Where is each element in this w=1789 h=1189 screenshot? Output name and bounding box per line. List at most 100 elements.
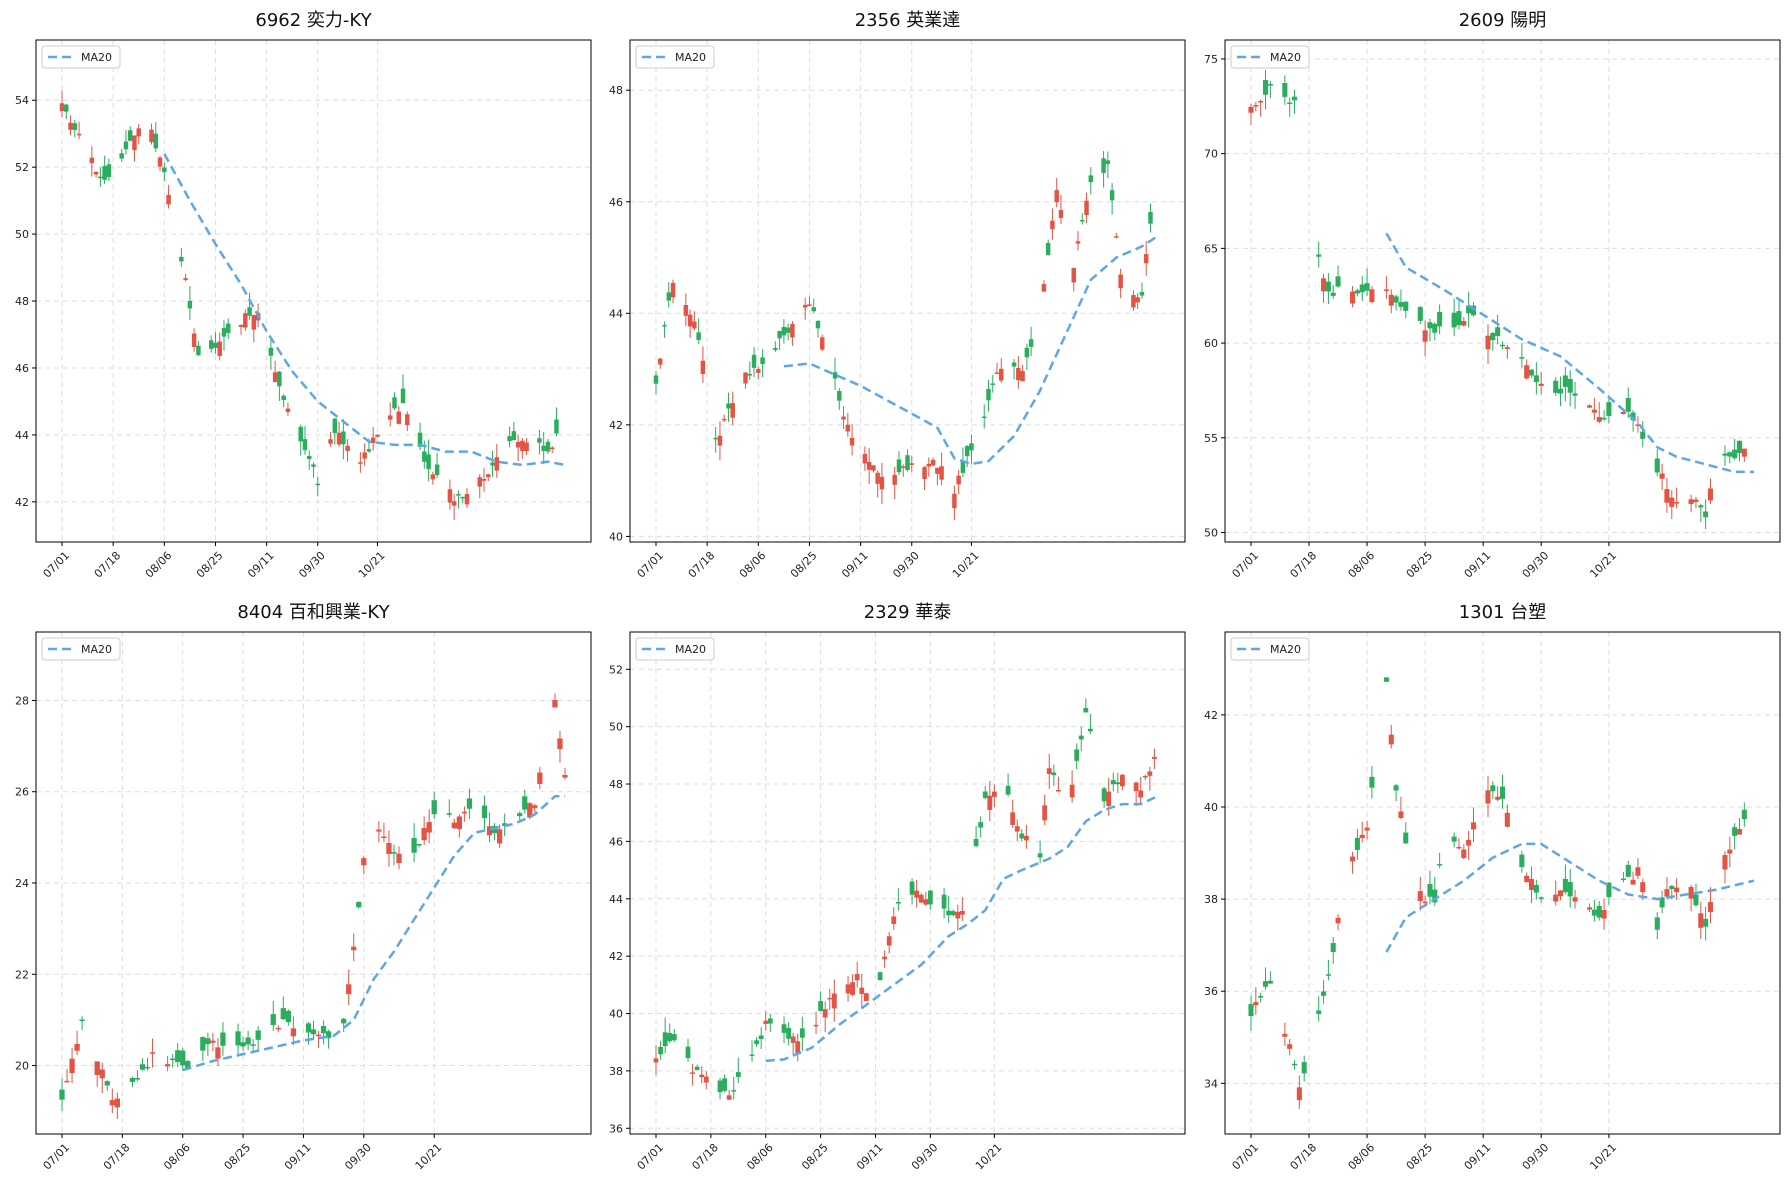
candle-body — [862, 453, 868, 464]
candle-body — [270, 1014, 276, 1026]
panel-title: 2329 華泰 — [864, 602, 952, 623]
y-tick-label: 55 — [1204, 432, 1218, 445]
plot-frame — [629, 631, 1186, 1135]
candle-body — [658, 1046, 663, 1055]
legend-label: MA20 — [675, 51, 706, 64]
ma20-line — [783, 234, 1160, 466]
candle-body — [311, 464, 316, 467]
candle-body — [405, 414, 410, 426]
candle-body — [119, 153, 124, 159]
candle-body — [285, 408, 291, 412]
candle-body — [255, 1030, 261, 1040]
candle-body — [930, 459, 936, 466]
x-tick-label: 09/11 — [245, 549, 277, 581]
candle-body — [1707, 488, 1714, 501]
candle-body — [486, 474, 491, 478]
candle-body — [1562, 375, 1568, 387]
candle-body — [683, 304, 689, 316]
candle-body — [1693, 499, 1699, 502]
candle-body — [1359, 834, 1365, 839]
x-tick-label: 07/01 — [41, 1141, 73, 1173]
candle-body — [554, 419, 559, 434]
candle-body — [245, 1037, 251, 1045]
candle-body — [76, 133, 82, 136]
candle-body — [99, 1069, 105, 1079]
y-tick-label: 54 — [15, 94, 29, 107]
candle-body — [955, 911, 961, 919]
candle-body — [1078, 735, 1084, 740]
candle-body — [386, 843, 392, 854]
candle-body — [1041, 284, 1047, 292]
candle-body — [310, 1029, 317, 1035]
y-tick-label: 50 — [15, 228, 29, 241]
candle-body — [1654, 458, 1660, 473]
legend-box — [41, 637, 121, 661]
candle-body — [960, 461, 966, 473]
candle-body — [557, 738, 563, 750]
candle-body — [139, 1064, 146, 1070]
candle-body — [1139, 291, 1145, 296]
candle-body — [969, 443, 974, 451]
candle-body — [1330, 943, 1336, 952]
candle-body — [743, 372, 748, 384]
candle-body — [905, 455, 910, 470]
candle-body — [175, 1050, 181, 1063]
candle-body — [205, 1038, 211, 1045]
candle-body — [215, 1047, 221, 1059]
candle-body — [671, 1034, 677, 1041]
candle-body — [494, 457, 500, 471]
candle-body — [986, 388, 991, 401]
x-tick-label: 08/06 — [744, 1141, 776, 1173]
candle-body — [785, 327, 791, 333]
candle-body — [1325, 281, 1331, 292]
candle-body — [1258, 101, 1264, 103]
candle-body — [221, 328, 227, 337]
candle-body — [662, 1032, 668, 1047]
candle-body — [756, 369, 761, 373]
candle-body — [1058, 210, 1064, 219]
candle-body — [1437, 864, 1443, 866]
candle-body — [358, 462, 363, 464]
x-tick-label: 10/21 — [950, 549, 982, 581]
candle-body — [795, 1041, 801, 1054]
candle-body — [527, 803, 533, 818]
y-tick-label: 42 — [609, 419, 623, 432]
candle-body — [991, 791, 997, 797]
candle-body — [1267, 84, 1273, 86]
candle-body — [268, 347, 274, 356]
candle-body — [1383, 677, 1389, 682]
candle-body — [501, 823, 508, 826]
candle-body — [243, 313, 248, 328]
candle-body — [1110, 780, 1116, 785]
candle-body — [1456, 311, 1462, 326]
legend-label: MA20 — [1270, 51, 1301, 64]
candle-body — [396, 411, 401, 424]
y-tick-label: 60 — [1204, 337, 1218, 350]
candle-body — [1722, 453, 1728, 456]
candle-body — [999, 368, 1004, 381]
candle-body — [541, 445, 546, 451]
candle-body — [1118, 274, 1123, 289]
x-tick-label: 09/30 — [890, 549, 922, 581]
candle-body — [1567, 378, 1573, 393]
candle-body — [210, 1040, 216, 1043]
candle-body — [183, 278, 188, 280]
candle-body — [149, 1052, 156, 1054]
candle-body — [1335, 276, 1341, 287]
candle-body — [247, 307, 252, 316]
candle-body — [1741, 809, 1747, 820]
candle-body — [653, 375, 659, 384]
candle-body — [1023, 835, 1029, 841]
candle-body — [1674, 887, 1680, 893]
candle-body — [845, 984, 851, 994]
candle-body — [1148, 211, 1153, 224]
candle-body — [341, 431, 346, 445]
legend: MA20 — [41, 45, 121, 69]
candle-body — [421, 828, 427, 841]
candle-body — [754, 1040, 760, 1045]
candle-body — [537, 772, 543, 784]
candle-body — [1596, 905, 1602, 918]
candle-body — [235, 1031, 241, 1046]
candle-body — [72, 123, 78, 130]
candle-body — [1732, 827, 1738, 836]
